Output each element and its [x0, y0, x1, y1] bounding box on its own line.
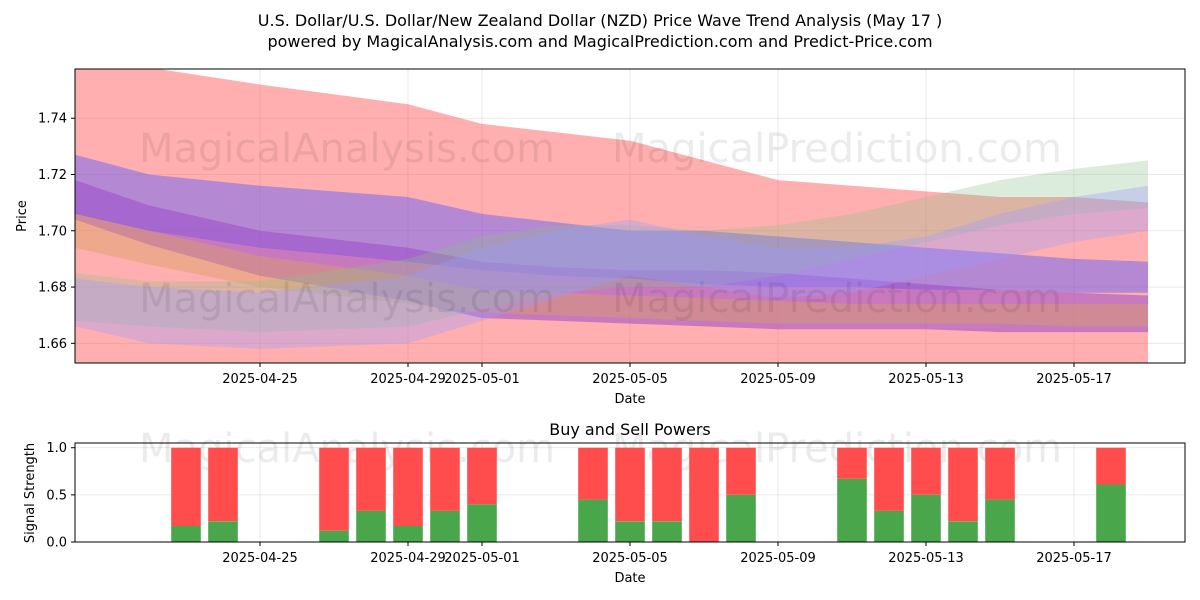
band-purple-band — [75, 180, 1148, 333]
signal-ytick-label: 0.0 — [46, 536, 67, 551]
buy-bar — [911, 494, 941, 542]
price-grid — [75, 69, 1185, 363]
price-ylabel: Price — [15, 200, 30, 232]
buy-bar — [578, 499, 608, 542]
signal-xlabel: Date — [614, 571, 645, 586]
buy-bar — [430, 510, 460, 542]
buy-bar — [837, 478, 867, 542]
sell-bar — [726, 447, 756, 495]
sell-bar — [1096, 447, 1126, 485]
buy-bar — [393, 526, 423, 542]
band-sage-band — [75, 160, 1148, 333]
signal-ytick-label: 1.0 — [46, 441, 67, 456]
chart-title-line1: U.S. Dollar/U.S. Dollar/New Zealand Doll… — [258, 11, 942, 30]
signal-xtick-label: 2025-05-01 — [444, 551, 520, 566]
price-bands — [75, 69, 1148, 363]
buy-bar — [874, 510, 904, 542]
sell-bar — [985, 447, 1015, 500]
sell-bar — [652, 447, 682, 522]
price-xtick-label: 2025-05-05 — [592, 372, 668, 387]
sell-bar — [393, 447, 423, 526]
sell-bar — [948, 447, 978, 522]
price-panel: MagicalAnalysis.com MagicalPrediction.co… — [15, 68, 1186, 407]
signal-xtick-label: 2025-05-13 — [888, 551, 964, 566]
signal-ylabel: Signal Strength — [23, 443, 38, 543]
buy-bar — [467, 504, 497, 542]
sell-bar — [430, 447, 460, 511]
buy-bar — [319, 530, 349, 542]
price-xtick-label: 2025-05-17 — [1036, 372, 1112, 387]
chart-title-line2: powered by MagicalAnalysis.com and Magic… — [267, 32, 932, 51]
watermark-left: MagicalAnalysis.com — [139, 126, 555, 172]
price-xtick-label: 2025-05-09 — [740, 372, 816, 387]
band-blue-band — [75, 154, 1148, 293]
price-ytick-label: 1.70 — [38, 224, 67, 239]
buy-bar — [652, 521, 682, 542]
buy-bar — [985, 499, 1015, 542]
band-orange-band — [75, 213, 1148, 327]
sell-bar — [208, 447, 238, 522]
signal-panel: Buy and Sell Powers MagicalAnalysis.com … — [23, 420, 1186, 586]
sell-bar — [874, 447, 904, 511]
sell-bar — [689, 447, 719, 542]
band-lightblue-band — [75, 185, 1148, 349]
sell-bar — [615, 447, 645, 522]
signal-xtick-label: 2025-05-09 — [740, 551, 816, 566]
price-xtick-label: 2025-05-13 — [888, 372, 964, 387]
sell-bar — [171, 447, 201, 526]
watermark-right: MagicalPrediction.com — [612, 126, 1062, 172]
signal-title: Buy and Sell Powers — [549, 420, 711, 439]
price-ytick-label: 1.72 — [38, 168, 67, 183]
sell-bar — [356, 447, 386, 511]
sell-bar — [467, 447, 497, 505]
buy-bar — [615, 521, 645, 542]
sell-bar — [837, 447, 867, 479]
sell-bar — [319, 447, 349, 531]
buy-bar — [726, 494, 756, 542]
signal-xtick-label: 2025-05-05 — [592, 551, 668, 566]
watermark-right-2: MagicalPrediction.com — [612, 276, 1062, 322]
buy-bar — [948, 521, 978, 542]
buy-bar — [356, 510, 386, 542]
signal-xtick-label: 2025-05-17 — [1036, 551, 1112, 566]
price-xlabel: Date — [614, 392, 645, 407]
price-ytick-label: 1.74 — [38, 112, 67, 127]
watermark-left-2: MagicalAnalysis.com — [139, 276, 555, 322]
buy-bar — [171, 526, 201, 542]
buy-bar — [1096, 484, 1126, 542]
price-xtick-label: 2025-04-29 — [370, 372, 446, 387]
price-xtick-label: 2025-04-25 — [222, 372, 298, 387]
signal-bars — [171, 447, 1126, 542]
price-ytick-label: 1.66 — [38, 337, 67, 352]
signal-ytick-label: 0.5 — [46, 488, 67, 503]
price-xtick-label: 2025-05-01 — [444, 372, 520, 387]
sell-bar — [578, 447, 608, 500]
buy-bar — [208, 521, 238, 542]
signal-xtick-label: 2025-04-29 — [370, 551, 446, 566]
price-ytick-label: 1.68 — [38, 281, 67, 296]
signal-xtick-label: 2025-04-25 — [222, 551, 298, 566]
sell-bar — [911, 447, 941, 495]
